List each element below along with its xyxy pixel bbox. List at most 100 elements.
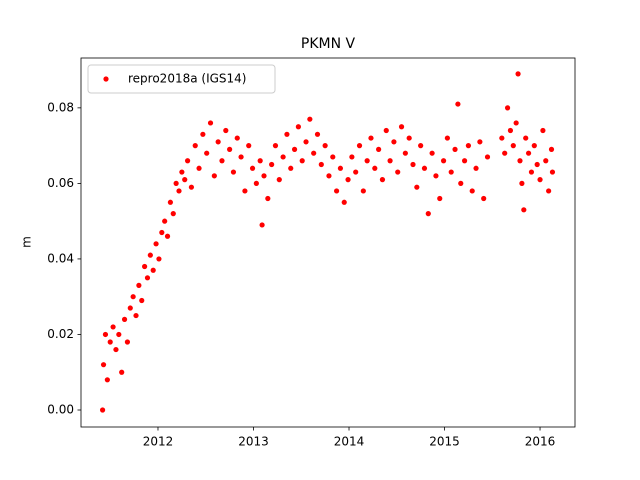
data-point bbox=[259, 222, 265, 228]
data-point bbox=[124, 339, 131, 345]
data-point bbox=[452, 146, 458, 153]
data-point bbox=[276, 177, 282, 183]
data-point bbox=[398, 124, 405, 130]
data-point bbox=[326, 173, 332, 179]
data-point bbox=[253, 180, 259, 186]
data-point bbox=[469, 188, 475, 194]
data-point bbox=[458, 180, 464, 186]
data-point bbox=[473, 165, 479, 171]
y-tick-label: 0.06 bbox=[47, 176, 74, 190]
data-point bbox=[531, 143, 537, 149]
data-point bbox=[360, 188, 366, 194]
data-point bbox=[314, 131, 321, 137]
data-point bbox=[170, 211, 176, 217]
data-point bbox=[196, 165, 202, 171]
data-point bbox=[421, 165, 428, 171]
data-point bbox=[153, 241, 159, 247]
data-point bbox=[349, 154, 355, 160]
data-point bbox=[147, 252, 153, 258]
y-tick-label: 0.02 bbox=[47, 327, 74, 341]
data-point bbox=[504, 105, 511, 111]
data-point bbox=[188, 184, 195, 190]
data-point bbox=[548, 146, 555, 153]
data-point bbox=[356, 143, 363, 149]
data-point bbox=[499, 135, 505, 141]
data-point bbox=[179, 169, 185, 175]
data-point bbox=[257, 158, 263, 164]
data-point bbox=[295, 124, 301, 130]
data-point bbox=[410, 161, 416, 168]
data-point bbox=[269, 161, 275, 168]
data-point bbox=[341, 199, 347, 205]
data-point bbox=[110, 324, 116, 330]
data-point bbox=[238, 154, 244, 160]
data-point bbox=[207, 120, 214, 126]
data-point bbox=[299, 158, 305, 164]
legend-marker bbox=[103, 76, 109, 82]
data-point bbox=[272, 143, 279, 149]
data-point bbox=[372, 165, 378, 171]
data-point bbox=[364, 158, 370, 164]
data-point bbox=[484, 154, 491, 160]
data-point bbox=[303, 139, 309, 145]
data-point bbox=[444, 135, 450, 141]
data-point bbox=[102, 331, 109, 338]
x-tick-label: 2012 bbox=[143, 435, 174, 449]
data-point bbox=[307, 116, 313, 122]
data-point bbox=[182, 177, 188, 183]
x-tick-label: 2013 bbox=[238, 435, 269, 449]
data-point bbox=[104, 377, 110, 383]
data-point bbox=[136, 282, 142, 288]
data-point bbox=[379, 177, 386, 183]
data-point bbox=[395, 169, 401, 175]
data-point bbox=[414, 184, 420, 190]
data-point bbox=[537, 177, 543, 183]
data-point bbox=[337, 165, 344, 171]
data-point bbox=[543, 158, 549, 164]
data-point bbox=[521, 207, 527, 213]
data-point bbox=[353, 169, 359, 175]
data-point bbox=[513, 120, 519, 126]
data-point bbox=[549, 169, 556, 175]
data-point bbox=[387, 158, 393, 164]
data-point bbox=[455, 101, 461, 107]
data-point bbox=[425, 211, 431, 217]
data-point bbox=[133, 312, 139, 319]
data-point bbox=[528, 169, 535, 175]
data-point bbox=[144, 275, 151, 281]
data-point bbox=[116, 331, 122, 338]
data-point bbox=[227, 146, 233, 153]
data-point bbox=[176, 188, 182, 194]
data-point bbox=[376, 146, 382, 153]
x-tick-label: 2016 bbox=[525, 435, 556, 449]
data-point bbox=[130, 294, 136, 300]
data-point bbox=[406, 135, 412, 141]
data-point bbox=[150, 267, 156, 273]
data-point bbox=[142, 263, 148, 270]
data-point bbox=[368, 135, 374, 141]
y-axis-label: m bbox=[20, 236, 34, 248]
data-point bbox=[288, 165, 294, 171]
data-point bbox=[173, 180, 179, 186]
data-point bbox=[330, 154, 336, 160]
plot-frame bbox=[80, 57, 576, 428]
data-point bbox=[333, 188, 340, 194]
data-point bbox=[448, 169, 454, 175]
data-point bbox=[204, 150, 210, 156]
data-point bbox=[234, 135, 240, 141]
data-point bbox=[230, 169, 237, 175]
data-point bbox=[100, 362, 107, 368]
chart-title: PKMN V bbox=[301, 36, 356, 52]
data-point bbox=[291, 146, 298, 153]
data-point bbox=[322, 143, 328, 149]
data-point bbox=[345, 177, 351, 183]
data-point bbox=[127, 305, 133, 311]
data-point bbox=[156, 256, 162, 262]
data-point bbox=[215, 139, 221, 145]
data-point bbox=[477, 139, 483, 145]
data-point bbox=[515, 71, 521, 77]
data-point bbox=[246, 143, 252, 149]
data-point bbox=[184, 158, 191, 164]
